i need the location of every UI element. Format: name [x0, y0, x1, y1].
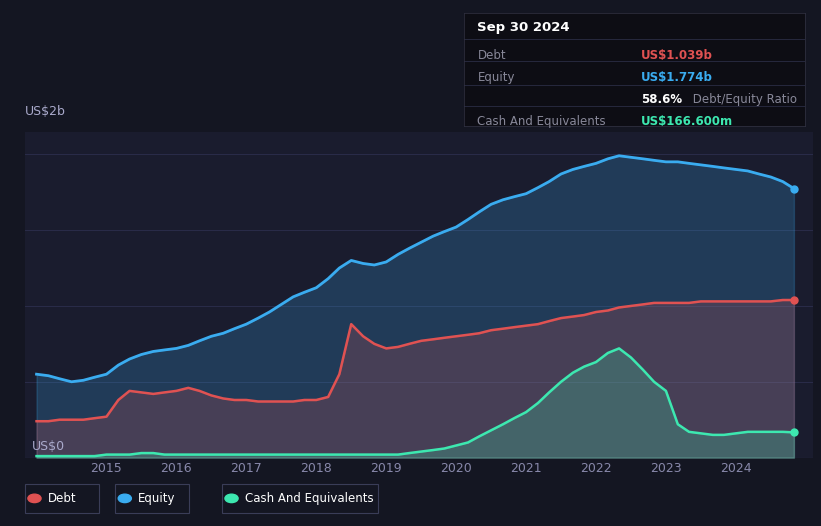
Text: US$1.774b: US$1.774b [641, 72, 713, 84]
Text: US$2b: US$2b [25, 105, 66, 118]
Text: Debt: Debt [478, 49, 506, 62]
Text: Debt: Debt [48, 492, 76, 505]
Text: US$1.039b: US$1.039b [641, 49, 713, 62]
Text: Sep 30 2024: Sep 30 2024 [478, 21, 570, 34]
Text: 58.6%: 58.6% [641, 94, 682, 106]
Text: Equity: Equity [478, 72, 515, 84]
Text: US$0: US$0 [32, 440, 65, 453]
Text: Cash And Equivalents: Cash And Equivalents [478, 115, 606, 128]
Text: US$166.600m: US$166.600m [641, 115, 733, 128]
Text: Equity: Equity [138, 492, 176, 505]
Text: Debt/Equity Ratio: Debt/Equity Ratio [689, 94, 796, 106]
Text: Cash And Equivalents: Cash And Equivalents [245, 492, 374, 505]
